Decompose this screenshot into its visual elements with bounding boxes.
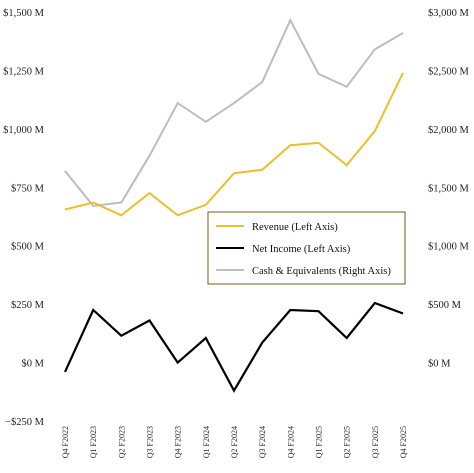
right-tick-label: $2,000 M xyxy=(428,125,470,136)
left-tick-label: $250 M xyxy=(11,300,45,311)
right-tick-label: $1,500 M xyxy=(428,183,470,194)
left-tick-label: $1,250 M xyxy=(3,66,45,77)
left-tick-label: $1,000 M xyxy=(3,125,45,136)
left-tick-label: $0 M xyxy=(22,359,45,370)
right-tick-label: $1,000 M xyxy=(428,242,470,253)
x-tick-label: Q1 F2024 xyxy=(202,426,211,458)
left-tick-label: −$250 M xyxy=(5,417,45,428)
x-tick-label: Q4 F2024 xyxy=(286,426,295,458)
x-tick-label: Q3 F2024 xyxy=(258,426,267,458)
x-tick-label: Q4 F2025 xyxy=(399,426,408,458)
x-tick-label: Q3 F2025 xyxy=(371,426,380,458)
series-lines xyxy=(63,17,404,393)
right-tick-label: $500 M xyxy=(428,300,462,311)
x-tick-label: Q2 F2024 xyxy=(230,426,239,458)
x-tick-label: Q1 F2025 xyxy=(315,426,324,458)
cash-line xyxy=(64,17,404,208)
x-tick-label: Q4 F2023 xyxy=(174,426,183,458)
legend-label-net-income: Net Income (Left Axis) xyxy=(252,244,351,255)
revenue-line xyxy=(64,72,404,217)
x-tick-label: Q4 F2022 xyxy=(61,426,70,458)
legend: Revenue (Left Axis) Net Income (Left Axi… xyxy=(207,211,406,285)
x-axis-ticks: Q4 F2022 Q1 F2023 Q2 F2023 Q3 F2023 Q4 F2023… xyxy=(61,426,408,458)
right-tick-label: $0 M xyxy=(428,359,451,370)
right-axis-ticks: $0 M $500 M $1,000 M $1,500 M $2,000 M $2,500… xyxy=(428,8,470,370)
x-tick-label: Q1 F2023 xyxy=(89,426,98,458)
left-tick-label: $750 M xyxy=(11,183,45,194)
x-tick-label: Q2 F2023 xyxy=(117,426,126,458)
left-tick-label: $1,500 M xyxy=(3,8,45,19)
right-tick-label: $2,500 M xyxy=(428,66,470,77)
net-income-line xyxy=(63,301,404,393)
legend-label-revenue: Revenue (Left Axis) xyxy=(252,222,338,233)
x-tick-label: Q3 F2023 xyxy=(146,426,155,458)
left-tick-label: $500 M xyxy=(11,242,45,253)
x-tick-label: Q2 F2025 xyxy=(343,426,352,458)
legend-label-cash: Cash & Equivalents (Right Axis) xyxy=(252,266,391,277)
right-tick-label: $3,000 M xyxy=(428,8,470,19)
left-axis-ticks: −$250 M $0 M $250 M $500 M $750 M $1,000 M $1,… xyxy=(3,8,45,428)
